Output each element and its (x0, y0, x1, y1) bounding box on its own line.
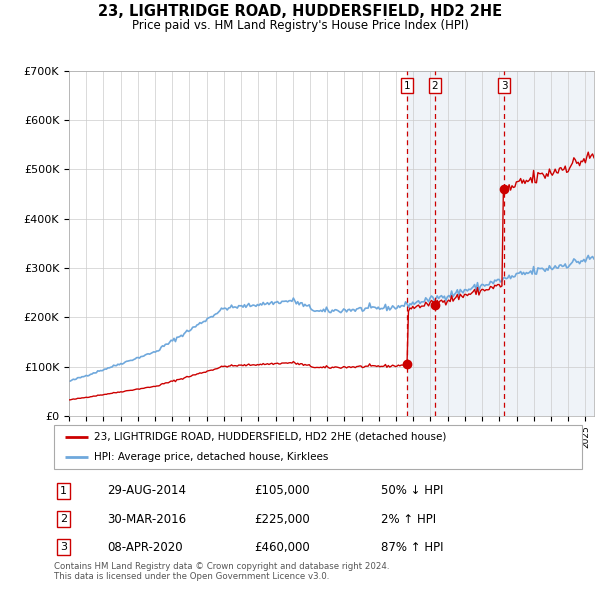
Text: 29-AUG-2014: 29-AUG-2014 (107, 484, 186, 497)
Text: 50% ↓ HPI: 50% ↓ HPI (382, 484, 444, 497)
Text: HPI: Average price, detached house, Kirklees: HPI: Average price, detached house, Kirk… (94, 452, 328, 462)
Text: 30-MAR-2016: 30-MAR-2016 (107, 513, 186, 526)
Bar (407, 71, 594, 416)
Text: 23, LIGHTRIDGE ROAD, HUDDERSFIELD, HD2 2HE: 23, LIGHTRIDGE ROAD, HUDDERSFIELD, HD2 2… (98, 4, 502, 19)
Text: 23, LIGHTRIDGE ROAD, HUDDERSFIELD, HD2 2HE (detached house): 23, LIGHTRIDGE ROAD, HUDDERSFIELD, HD2 2… (94, 432, 446, 442)
Text: £105,000: £105,000 (254, 484, 310, 497)
Text: 1: 1 (404, 81, 411, 91)
Text: Contains HM Land Registry data © Crown copyright and database right 2024.
This d: Contains HM Land Registry data © Crown c… (54, 562, 389, 581)
Text: 1: 1 (60, 486, 67, 496)
Text: 2: 2 (431, 81, 438, 91)
Text: £225,000: £225,000 (254, 513, 310, 526)
Text: 2: 2 (60, 514, 67, 524)
Text: 3: 3 (60, 542, 67, 552)
Text: 87% ↑ HPI: 87% ↑ HPI (382, 541, 444, 554)
Text: £460,000: £460,000 (254, 541, 310, 554)
Text: 08-APR-2020: 08-APR-2020 (107, 541, 182, 554)
Text: 2% ↑ HPI: 2% ↑ HPI (382, 513, 436, 526)
Text: Price paid vs. HM Land Registry's House Price Index (HPI): Price paid vs. HM Land Registry's House … (131, 19, 469, 32)
Text: 3: 3 (500, 81, 507, 91)
